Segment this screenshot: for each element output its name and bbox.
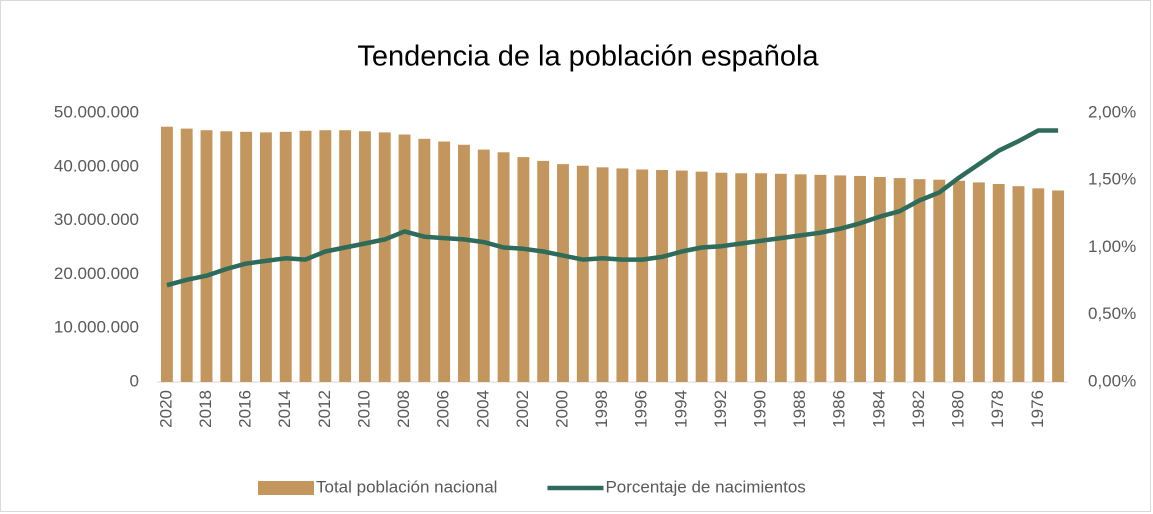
x-tick-label: 2020: [156, 390, 175, 428]
x-tick-label: 1978: [988, 390, 1007, 428]
bar: [259, 132, 272, 382]
x-tick-label: 2018: [196, 390, 215, 428]
bar: [596, 167, 609, 382]
bar: [1032, 188, 1045, 382]
bar: [299, 130, 312, 382]
x-tick-label: 2010: [354, 390, 373, 428]
bar: [893, 178, 906, 382]
bar: [953, 180, 966, 382]
bar: [180, 128, 193, 382]
bar: [200, 130, 213, 382]
bar: [576, 165, 589, 382]
bar: [695, 171, 708, 382]
x-tick-label: 2006: [434, 390, 453, 428]
x-tick-label: 2000: [552, 390, 571, 428]
bar: [794, 174, 807, 382]
bar: [477, 149, 490, 382]
x-tick-label: 1988: [790, 390, 809, 428]
bar: [1052, 190, 1065, 382]
y-tick-label: 30.000.000: [54, 210, 139, 229]
bar: [774, 173, 787, 382]
bar: [339, 130, 352, 382]
y2-tick-label: 0,50%: [1088, 304, 1136, 323]
x-tick-label: 1980: [949, 390, 968, 428]
x-tick-label: 2002: [513, 390, 532, 428]
bar: [319, 130, 332, 382]
bar: [933, 179, 946, 382]
bar: [537, 160, 550, 382]
y-tick-label: 10.000.000: [54, 318, 139, 337]
bar: [359, 131, 371, 382]
bar: [557, 164, 569, 382]
bar: [715, 172, 728, 382]
legend-label: Porcentaje de nacimientos: [605, 477, 805, 496]
bar: [220, 131, 233, 382]
bar: [992, 184, 1005, 382]
bar: [913, 179, 926, 382]
y2-tick-label: 0,00%: [1088, 371, 1136, 390]
bar: [656, 170, 668, 382]
bar: [240, 131, 253, 382]
bar: [418, 138, 431, 382]
bar: [438, 141, 451, 382]
x-tick-label: 1990: [751, 390, 770, 428]
x-tick-label: 1976: [1028, 390, 1047, 428]
bar: [755, 173, 767, 382]
x-tick-label: 1984: [869, 390, 888, 428]
y-tick-label: 50.000.000: [54, 102, 139, 121]
bar: [972, 182, 985, 382]
bar: [160, 126, 173, 383]
y-tick-label: 40.000.000: [54, 156, 139, 175]
x-tick-label: 1982: [909, 390, 928, 428]
x-tick-label: 1992: [711, 390, 730, 428]
y-tick-label: 20.000.000: [54, 264, 139, 283]
bar: [497, 152, 510, 382]
bar: [398, 134, 411, 382]
bar: [834, 175, 847, 382]
legend-swatch: [258, 481, 314, 495]
bar: [854, 175, 866, 382]
bar: [735, 173, 748, 382]
line: [166, 128, 1059, 288]
x-tick-label: 1998: [592, 390, 611, 428]
bar: [636, 169, 649, 382]
legend-label: Total población nacional: [316, 477, 497, 496]
bar: [458, 144, 470, 382]
bar: [675, 170, 688, 382]
y2-tick-label: 2,00%: [1088, 102, 1136, 121]
bar: [378, 132, 391, 382]
x-tick-label: 2012: [315, 390, 334, 428]
x-tick-label: 1996: [632, 390, 651, 428]
bar: [873, 177, 886, 382]
x-tick-label: 1994: [671, 390, 690, 428]
bar: [616, 168, 629, 382]
y-tick-label: 0: [130, 371, 139, 390]
bar: [814, 174, 827, 382]
bar: [517, 157, 530, 382]
y2-tick-label: 1,00%: [1088, 237, 1136, 256]
y2-tick-label: 1,50%: [1088, 170, 1136, 189]
x-tick-label: 2016: [236, 390, 255, 428]
x-tick-label: 2008: [394, 390, 413, 428]
chart-title: Tendencia de la población española: [357, 41, 819, 73]
x-tick-label: 2004: [473, 390, 492, 428]
x-tick-label: 2014: [275, 390, 294, 428]
x-tick-label: 1986: [830, 390, 849, 428]
bar: [1012, 186, 1025, 382]
